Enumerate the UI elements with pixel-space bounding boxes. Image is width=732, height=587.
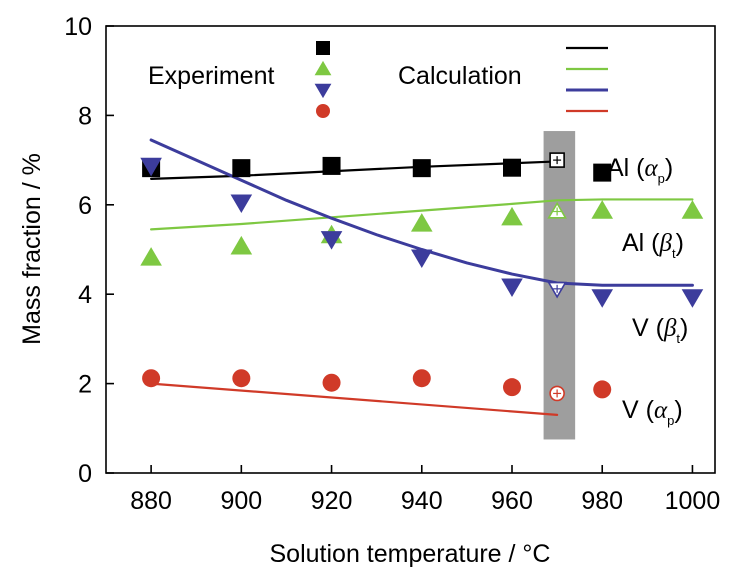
experiment-marker-v-beta-t-940 — [410, 249, 433, 268]
experiment-marker-v-beta-t-1000 — [681, 289, 704, 308]
legend-marker-al-beta-t — [314, 60, 332, 76]
calculation-line-v-alpha-p — [150, 382, 559, 416]
experiment-markers — [140, 156, 704, 399]
legend-marker-al-alpha-p — [316, 41, 330, 55]
series-label-subscript: p — [667, 413, 674, 428]
legend-marker-v-beta-t — [314, 83, 332, 99]
experiment-marker-al-beta-t-980 — [591, 200, 614, 219]
series-label-close: ) — [680, 314, 688, 342]
series-label-subscript: p — [658, 171, 665, 186]
y-tick-label-6: 6 — [78, 192, 92, 220]
experiment-marker-v-beta-t-900 — [230, 194, 253, 214]
experiment-marker-v-alpha-p-940 — [412, 369, 431, 388]
series-label-symbol: α — [654, 397, 668, 424]
plot-area-border — [105, 25, 716, 474]
experiment-marker-al-beta-t-940 — [410, 213, 433, 232]
x-tick-label-1000: 1000 — [665, 487, 721, 515]
experiment-marker-v-beta-t-920 — [320, 231, 343, 250]
y-axis-title: Mass fraction / % — [18, 153, 46, 345]
series-label-v-alpha-p: V (αp) — [622, 396, 683, 428]
experiment-marker-al-beta-t-960 — [501, 206, 523, 226]
experiment-marker-v-alpha-p-900 — [232, 369, 251, 388]
series-label-v-beta-t: V (βt) — [632, 314, 688, 346]
legend-experiment-label: Experiment — [148, 62, 274, 90]
experiment-marker-v-alpha-p-960 — [503, 378, 521, 397]
y-tick-label-10: 10 — [64, 13, 92, 41]
calculation-line-al-beta-t — [150, 198, 694, 231]
experiment-marker-al-beta-t-880 — [140, 247, 162, 266]
plot-frame — [105, 25, 716, 474]
x-tick-label-880: 880 — [130, 487, 172, 515]
experiment-marker-al-beta-t-900 — [230, 235, 253, 255]
series-label-close: ) — [665, 154, 673, 182]
open-highlight-markers — [547, 152, 567, 402]
series-label-symbol: β — [659, 230, 673, 257]
series-label-main: Al ( — [607, 154, 645, 182]
x-tick-label-980: 980 — [581, 487, 623, 515]
experiment-marker-v-alpha-p-980 — [593, 380, 612, 399]
series-label-main: V ( — [632, 314, 665, 342]
experiment-marker-al-alpha-p-980 — [593, 163, 612, 182]
series-label-close: ) — [674, 396, 682, 424]
series-label-symbol: β — [663, 315, 677, 342]
experiment-marker-v-alpha-p-920 — [322, 373, 341, 392]
x-tick-label-940: 940 — [401, 487, 443, 515]
y-tick-label-0: 0 — [78, 460, 92, 488]
y-tick-label-8: 8 — [78, 102, 92, 130]
y-tick-label-4: 4 — [78, 281, 92, 309]
experiment-marker-v-beta-t-980 — [591, 289, 614, 308]
experiment-marker-v-beta-t-880 — [140, 157, 162, 177]
x-tick-label-900: 900 — [220, 487, 262, 515]
experiment-marker-v-alpha-p-880 — [142, 369, 161, 388]
legend-calculation-label: Calculation — [398, 62, 522, 90]
experiment-marker-al-alpha-p-940 — [412, 159, 431, 178]
axis-ticks: 880 900 920 940 960 980 1000 0 2 4 6 8 10 — [64, 13, 720, 515]
experiment-marker-v-beta-t-960 — [501, 278, 523, 298]
experiment-marker-al-alpha-p-920 — [322, 156, 341, 175]
series-label-subscript: t — [672, 246, 676, 261]
calculation-line-al-alpha-p — [150, 160, 559, 180]
experiment-marker-al-beta-t-1000 — [681, 200, 704, 219]
series-label-main: Al ( — [622, 229, 660, 257]
experiment-marker-al-alpha-p-900 — [232, 159, 251, 178]
legend-marker-v-alpha-p — [316, 104, 330, 118]
series-label-subscript: t — [676, 331, 680, 346]
series-label-symbol: α — [645, 155, 659, 182]
experiment-marker-al-alpha-p-960 — [503, 158, 521, 177]
series-label-al-alpha-p: Al (αp) — [607, 154, 673, 186]
legend: Experiment Calculation — [148, 41, 608, 118]
x-axis-title: Solution temperature / °C — [270, 540, 551, 568]
x-tick-label-920: 920 — [311, 487, 353, 515]
y-tick-label-2: 2 — [78, 371, 92, 399]
series-label-main: V ( — [622, 396, 655, 424]
x-tick-label-960: 960 — [491, 487, 533, 515]
series-label-al-beta-t: Al (βt) — [622, 229, 684, 261]
series-labels: Al (αp)Al (βt)V (βt)V (αp) — [607, 154, 688, 428]
series-label-close: ) — [676, 229, 684, 257]
